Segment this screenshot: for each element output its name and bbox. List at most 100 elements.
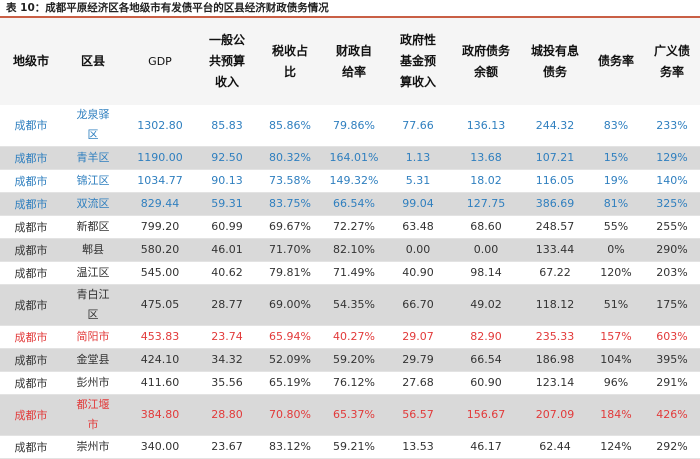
table-cell: 426% [644,394,700,436]
table-cell: 90.13 [196,169,258,193]
table-cell: 1034.77 [124,169,196,193]
table-cell: 成都市 [0,261,62,285]
table-row: 成都市 双流区 829.44 59.31 83.75% 66.54% 99.04 127.75… [0,192,700,216]
table-cell: 龙泉驿区 [62,105,124,147]
table-cell: 156.67 [450,394,522,436]
table-cell: 35.56 [196,371,258,395]
table-cell: 温江区 [62,261,124,285]
table-body: 成都市 龙泉驿区 1302.80 85.83 85.86% 79.86% 77.66 136.… [0,105,700,459]
table-row: 成都市 青羊区 1190.00 92.50 80.32% 164.01% 1.13 13.68… [0,146,700,170]
table-cell: 96% [588,371,644,395]
table-cell: 85.83 [196,105,258,147]
column-header: 城投有息债务 [530,43,579,79]
table-cell: 46.17 [450,435,522,459]
column-header: GDP [148,55,172,68]
table-cell: 79.86% [322,105,386,147]
table-cell: 453.83 [124,325,196,349]
table-cell: 395% [644,348,700,372]
column-header: 区县 [80,54,105,68]
table-cell: 292% [644,435,700,459]
table-cell: 23.67 [196,435,258,459]
table-cell: 123.14 [522,371,588,395]
table-cell: 成都市 [0,325,62,349]
table-cell: 60.99 [196,215,258,239]
table-cell: 40.90 [386,261,450,285]
table-cell: 244.32 [522,105,588,147]
column-header: 债务率 [597,54,634,68]
table-cell: 68.60 [450,215,522,239]
table-cell: 83.75% [258,192,322,216]
table-title: 表 10：成都平原经济区各地级市有发债平台的区县经济财政债务情况 [6,2,329,14]
table-cell: 金堂县 [62,348,124,372]
table-cell: 140% [644,169,700,193]
column-header: 一般公共预算收入 [208,33,245,89]
table-cell: 124% [588,435,644,459]
finance-table: 地级市 区县 GDP 一般公共预算收入 税收占比 财政自给率 政府性基金预算收入… [0,16,700,459]
table-cell: 66.54 [450,348,522,372]
table-cell: 79.81% [258,261,322,285]
table-cell: 107.21 [522,146,588,170]
table-cell: 580.20 [124,238,196,262]
table-cell: 82.10% [322,238,386,262]
table-cell: 59.21% [322,435,386,459]
table-cell: 成都市 [0,215,62,239]
table-cell: 19% [588,169,644,193]
table-cell: 384.80 [124,394,196,436]
table-cell: 340.00 [124,435,196,459]
table-cell: 23.74 [196,325,258,349]
table-cell: 59.31 [196,192,258,216]
table-cell: 829.44 [124,192,196,216]
table-cell: 崇州市 [62,435,124,459]
table-cell: 成都市 [0,146,62,170]
table-cell: 彭州市 [62,371,124,395]
table-cell: 1.13 [386,146,450,170]
table-row: 成都市 都江堰市 384.80 28.80 70.80% 65.37% 56.57 156.6… [0,394,700,436]
table-cell: 92.50 [196,146,258,170]
table-cell: 164.01% [322,146,386,170]
table-row: 成都市 锦江区 1034.77 90.13 73.58% 149.32% 5.31 18.02… [0,169,700,193]
table-cell: 69.67% [258,215,322,239]
table-cell: 157% [588,325,644,349]
table-cell: 127.75 [450,192,522,216]
table-cell: 799.20 [124,215,196,239]
table-cell: 成都市 [0,435,62,459]
table-cell: 0.00 [386,238,450,262]
table-cell: 424.10 [124,348,196,372]
table-cell: 1190.00 [124,146,196,170]
table-cell: 52.09% [258,348,322,372]
table-cell: 0% [588,238,644,262]
table-row: 成都市 郫县 580.20 46.01 71.70% 82.10% 0.00 0.00 133.… [0,238,700,262]
table-cell: 99.04 [386,192,450,216]
table-cell: 386.69 [522,192,588,216]
table-cell: 锦江区 [62,169,124,193]
table-cell: 70.80% [258,394,322,436]
table-cell: 成都市 [0,169,62,193]
table-cell: 青羊区 [62,146,124,170]
column-header: 财政自给率 [335,43,372,79]
table-cell: 成都市 [0,394,62,436]
table-row: 成都市 温江区 545.00 40.62 79.81% 71.49% 40.90 98.14 6… [0,261,700,285]
table-cell: 203% [644,261,700,285]
table-cell: 69.00% [258,284,322,326]
table-cell: 118.12 [522,284,588,326]
table-cell: 255% [644,215,700,239]
table-cell: 51% [588,284,644,326]
table-cell: 新都区 [62,215,124,239]
table-cell: 82.90 [450,325,522,349]
table-cell: 1302.80 [124,105,196,147]
table-cell: 13.68 [450,146,522,170]
table-cell: 235.33 [522,325,588,349]
table-cell: 62.44 [522,435,588,459]
table-cell: 5.31 [386,169,450,193]
table-cell: 65.94% [258,325,322,349]
table-cell: 290% [644,238,700,262]
table-row: 成都市 青白江区 475.05 28.77 69.00% 54.35% 66.70 49.02… [0,284,700,326]
table-row: 成都市 龙泉驿区 1302.80 85.83 85.86% 79.86% 77.66 136.… [0,105,700,147]
table-cell: 56.57 [386,394,450,436]
table-cell: 46.01 [196,238,258,262]
table-cell: 都江堰市 [62,394,124,436]
table-cell: 0.00 [450,238,522,262]
table-cell: 65.19% [258,371,322,395]
table-cell: 成都市 [0,192,62,216]
table-row: 成都市 彭州市 411.60 35.56 65.19% 76.12% 27.68 60.90 1… [0,371,700,395]
